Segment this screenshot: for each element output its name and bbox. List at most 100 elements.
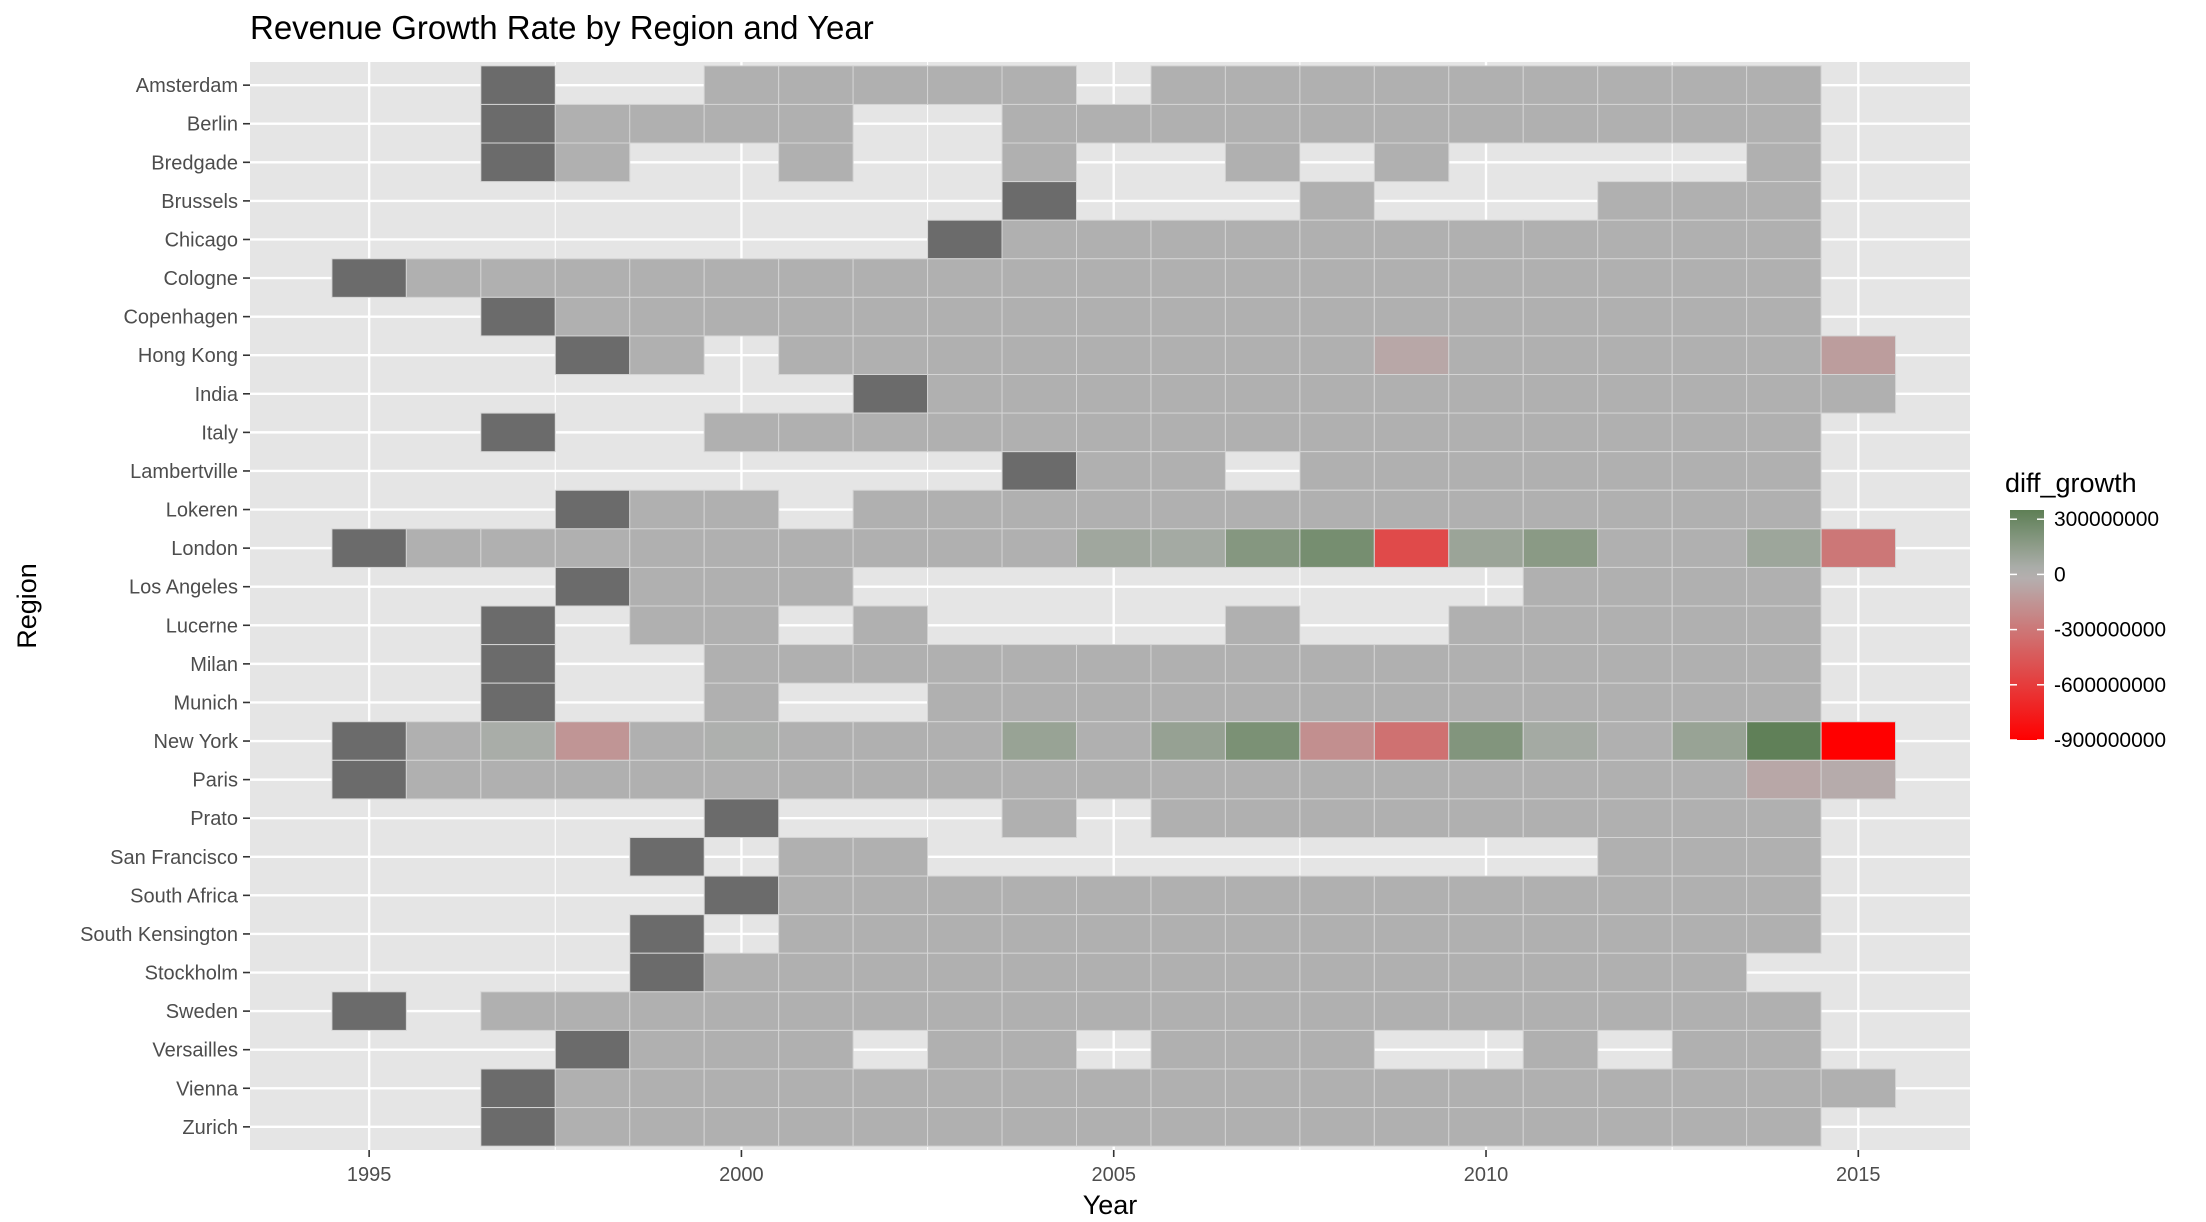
tile-prato-2008 bbox=[1299, 798, 1375, 838]
legend-tick-label: 300000000 bbox=[2054, 508, 2159, 531]
tile-vienna-2013 bbox=[1671, 1068, 1748, 1109]
tile-los-angeles-2012 bbox=[1597, 566, 1673, 607]
tile-stockholm-2006 bbox=[1150, 952, 1226, 993]
tile-cologne-1996 bbox=[405, 258, 482, 298]
tile-lambertville-2012 bbox=[1597, 451, 1673, 491]
tile-italy-2006 bbox=[1150, 412, 1226, 453]
tile-south-africa-2014 bbox=[1746, 875, 1822, 916]
tile-paris-1998 bbox=[554, 759, 631, 800]
tile-paris-2006 bbox=[1150, 759, 1226, 800]
tile-south-kensington-1999 bbox=[629, 914, 705, 954]
tile-vienna-2006 bbox=[1150, 1068, 1226, 1109]
tile-hong-kong-2001 bbox=[778, 335, 854, 376]
tile-paris-2002 bbox=[852, 759, 929, 800]
tile-berlin-2000 bbox=[703, 103, 780, 144]
tile-berlin-2010 bbox=[1448, 103, 1524, 144]
tile-sweden-2004 bbox=[1001, 991, 1077, 1031]
y-tick-label: Vienna bbox=[176, 1078, 239, 1100]
tile-london-1997 bbox=[480, 528, 556, 568]
tile-munich-2014 bbox=[1746, 682, 1822, 723]
tile-zurich-2001 bbox=[778, 1107, 854, 1147]
tile-london-1999 bbox=[629, 528, 705, 568]
tile-paris-2005 bbox=[1075, 759, 1152, 800]
tile-south-africa-2007 bbox=[1224, 875, 1301, 916]
tile-versailles-1998 bbox=[554, 1029, 631, 1070]
legend-ticks: 300000000 0 -300000000 -600000000 -900000000 bbox=[2010, 508, 2166, 752]
tile-italy-2005 bbox=[1075, 412, 1152, 453]
tile-versailles-2013 bbox=[1671, 1029, 1748, 1070]
y-tick-label: Lucerne bbox=[166, 615, 238, 637]
tile-copenhagen-1999 bbox=[629, 296, 705, 337]
tile-amsterdam-2006 bbox=[1150, 65, 1226, 105]
tile-italy-2000 bbox=[703, 412, 780, 453]
tile-new-york-1995 bbox=[331, 721, 407, 761]
tile-zurich-2003 bbox=[927, 1107, 1003, 1147]
tile-bredgade-2001 bbox=[778, 142, 854, 183]
tile-stockholm-2000 bbox=[703, 952, 780, 993]
tile-copenhagen-2001 bbox=[778, 296, 854, 337]
tile-versailles-2004 bbox=[1001, 1029, 1077, 1070]
tile-zurich-1997 bbox=[480, 1107, 556, 1147]
y-tick-label: Versailles bbox=[152, 1040, 238, 1062]
tile-chicago-2003 bbox=[927, 219, 1003, 260]
tile-lucerne-1997 bbox=[480, 605, 556, 646]
y-tick-label: San Francisco bbox=[110, 847, 238, 869]
y-axis: Amsterdam Berlin Bredgade Brussels Chicago Co… bbox=[80, 75, 250, 1139]
tile-lokeren-1999 bbox=[629, 489, 705, 530]
tile-south-kensington-2004 bbox=[1001, 914, 1077, 954]
tile-amsterdam-2001 bbox=[778, 65, 854, 105]
tile-berlin-1999 bbox=[629, 103, 705, 144]
tile-south-africa-2010 bbox=[1448, 875, 1524, 916]
tile-lucerne-2000 bbox=[703, 605, 780, 646]
tile-south-kensington-2003 bbox=[927, 914, 1003, 954]
tile-lucerne-2007 bbox=[1224, 605, 1301, 646]
y-tick-label: Amsterdam bbox=[136, 75, 238, 97]
tile-milan-2003 bbox=[927, 644, 1003, 684]
tile-bredgade-2009 bbox=[1373, 142, 1450, 183]
tile-brussels-2012 bbox=[1597, 181, 1673, 221]
tile-new-york-2007 bbox=[1224, 721, 1301, 761]
tile-india-2014 bbox=[1746, 374, 1822, 414]
tile-paris-2003 bbox=[927, 759, 1003, 800]
tile-london-2015 bbox=[1820, 528, 1897, 568]
y-axis-title: Region bbox=[12, 563, 42, 649]
tile-milan-2000 bbox=[703, 644, 780, 684]
tile-amsterdam-2009 bbox=[1373, 65, 1450, 105]
tile-versailles-2008 bbox=[1299, 1029, 1375, 1070]
tile-vienna-2002 bbox=[852, 1068, 929, 1109]
y-tick-label: South Africa bbox=[130, 885, 239, 907]
chart-title: Revenue Growth Rate by Region and Year bbox=[250, 9, 874, 46]
tile-lokeren-2006 bbox=[1150, 489, 1226, 530]
tile-new-york-2012 bbox=[1597, 721, 1673, 761]
tile-vienna-2000 bbox=[703, 1068, 780, 1109]
tile-zurich-2002 bbox=[852, 1107, 929, 1147]
tile-copenhagen-2014 bbox=[1746, 296, 1822, 337]
tile-london-1996 bbox=[405, 528, 482, 568]
y-tick-label: Munich bbox=[174, 692, 238, 714]
tile-prato-2014 bbox=[1746, 798, 1822, 838]
tile-italy-2014 bbox=[1746, 412, 1822, 453]
tile-cologne-2011 bbox=[1522, 258, 1599, 298]
tile-italy-2003 bbox=[927, 412, 1003, 453]
tile-paris-1997 bbox=[480, 759, 556, 800]
tile-new-york-2000 bbox=[703, 721, 780, 761]
tile-zurich-2007 bbox=[1224, 1107, 1301, 1147]
tile-paris-1996 bbox=[405, 759, 482, 800]
y-tick-label: Prato bbox=[190, 808, 238, 830]
tile-india-2012 bbox=[1597, 374, 1673, 414]
tile-south-africa-2005 bbox=[1075, 875, 1152, 916]
tile-hong-kong-2008 bbox=[1299, 335, 1375, 376]
tile-hong-kong-1999 bbox=[629, 335, 705, 376]
tile-amsterdam-2002 bbox=[852, 65, 929, 105]
tile-lambertville-2014 bbox=[1746, 451, 1822, 491]
tile-bredgade-2004 bbox=[1001, 142, 1077, 183]
tile-paris-2012 bbox=[1597, 759, 1673, 800]
tile-amsterdam-2011 bbox=[1522, 65, 1599, 105]
tile-hong-kong-2013 bbox=[1671, 335, 1748, 376]
tile-sweden-2013 bbox=[1671, 991, 1748, 1031]
y-tick-label: London bbox=[171, 538, 238, 560]
tile-lokeren-2013 bbox=[1671, 489, 1748, 530]
tile-zurich-1998 bbox=[554, 1107, 631, 1147]
tile-zurich-2004 bbox=[1001, 1107, 1077, 1147]
